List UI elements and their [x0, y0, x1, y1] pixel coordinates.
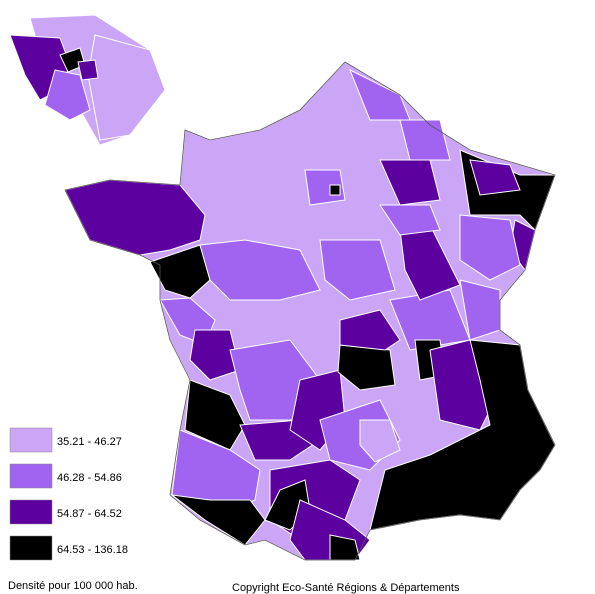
- department: [184, 379, 246, 451]
- department: [379, 204, 441, 236]
- department: [149, 244, 211, 299]
- france-map: [64, 61, 556, 561]
- department: [77, 59, 99, 81]
- copyright: Copyright Eco-Santé Régions & Départemen…: [232, 582, 460, 594]
- department: [329, 184, 341, 196]
- department: [329, 534, 361, 561]
- department: [319, 239, 396, 301]
- legend: 35.21 - 46.27 46.28 - 54.86 54.87 - 64.52 6…: [9, 427, 128, 561]
- legend-swatch: [9, 535, 53, 561]
- department: [349, 68, 411, 121]
- department: [199, 239, 321, 301]
- legend-label: 46.28 - 54.86: [57, 472, 122, 484]
- legend-swatch: [9, 499, 53, 525]
- department: [87, 34, 166, 141]
- legend-label: 54.87 - 64.52: [57, 508, 122, 520]
- legend-label: 64.53 - 136.18: [57, 544, 128, 556]
- legend-swatch: [9, 463, 53, 489]
- footnote: Densité pour 100 000 hab.: [8, 580, 138, 592]
- department: [469, 159, 521, 196]
- department: [170, 494, 266, 546]
- legend-swatch: [9, 427, 53, 453]
- department: [339, 309, 401, 351]
- department: [44, 69, 91, 121]
- legend-label: 35.21 - 46.27: [57, 436, 122, 448]
- paris-inset: [9, 14, 166, 146]
- coastline: [64, 61, 556, 561]
- department: [459, 214, 521, 281]
- department: [359, 419, 401, 463]
- department: [64, 179, 206, 256]
- department: [304, 169, 346, 206]
- department: [189, 329, 241, 381]
